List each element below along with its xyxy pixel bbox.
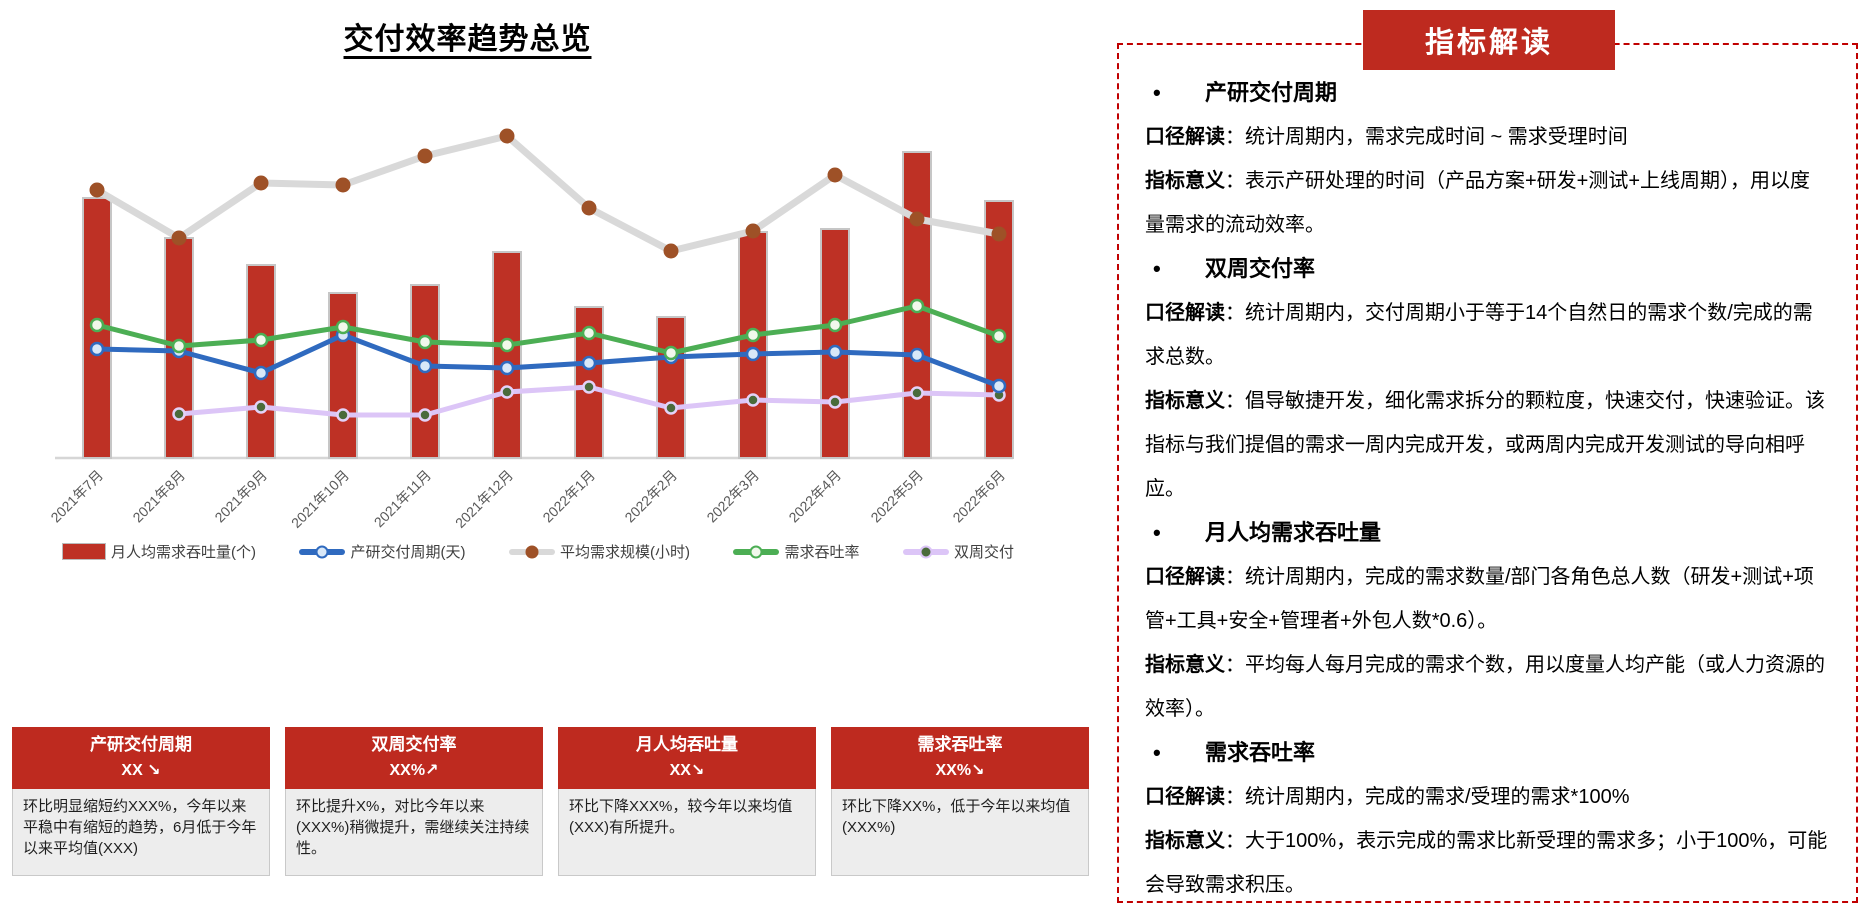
legend-line-swatch-icon (902, 545, 949, 558)
bullet-icon: • (1153, 80, 1161, 105)
metric-definition: 口径解读：统计周期内，需求完成时间 ~ 需求受理时间 (1145, 126, 1628, 148)
legend-marker-icon (525, 545, 539, 558)
card-header: 月人均吞吐量 XX↘ (558, 727, 816, 789)
metric-meaning: 指标意义：倡导敏捷开发，细化需求拆分的颗粒度，快速交付，快速验证。该指标与我们提… (1145, 390, 1825, 500)
bullet-icon: • (1153, 740, 1161, 765)
interpretation-panel: • 产研交付周期 口径解读：统计周期内，需求完成时间 ~ 需求受理时间 指标意义：… (1117, 43, 1858, 903)
bullet-icon: • (1153, 520, 1161, 545)
metric-definition: 口径解读：统计周期内，完成的需求/受理的需求*100% (1145, 786, 1630, 808)
svg-text:2022年3月: 2022年3月 (703, 467, 762, 526)
card-title: 需求吞吐率 (917, 735, 1003, 754)
card-header: 产研交付周期 XX ↘ (12, 727, 270, 789)
card-body-text: 环比下降XXX%，较今年以来均值(XXX)有所提升。 (558, 788, 816, 876)
card-trend-value: XX↘ (669, 761, 705, 779)
legend-item-purple-line: 双周交付 (902, 541, 1014, 562)
summary-card-throughput-per-capita: 月人均吞吐量 XX↘ 环比下降XXX%，较今年以来均值(XXX)有所提升。 (558, 727, 816, 876)
svg-text:2022年4月: 2022年4月 (785, 467, 844, 526)
card-body-text: 环比提升X%，对比今年以来(XXX%)稍微提升，需继续关注持续性。 (285, 788, 543, 876)
svg-text:2021年10月: 2021年10月 (288, 467, 352, 531)
svg-text:2021年7月: 2021年7月 (47, 467, 106, 526)
legend-marker-icon (749, 545, 763, 558)
svg-text:2022年6月: 2022年6月 (949, 467, 1008, 526)
svg-text:2021年9月: 2021年9月 (211, 467, 270, 526)
svg-text:2022年1月: 2022年1月 (539, 467, 598, 526)
trend-chart-svg: 2021年7月 2021年8月 2021年9月 2021年10月 2021年11月 202… (47, 128, 1014, 531)
legend-item-green-line: 需求吞吐率 (733, 541, 859, 562)
card-title: 产研交付周期 (90, 735, 192, 754)
svg-text:2022年2月: 2022年2月 (621, 467, 680, 526)
section-heading: • 需求吞吐率 (1145, 731, 1830, 775)
card-title: 月人均吞吐量 (636, 735, 738, 754)
chart-legend: 月人均需求吞吐量(个) 产研交付周期(天) 平均需求规模(小时) 需求吞吐率 双… (62, 541, 1014, 562)
card-title: 双周交付率 (371, 735, 457, 754)
legend-line-swatch-icon (508, 545, 555, 558)
summary-card-delivery-cycle: 产研交付周期 XX ↘ 环比明显缩短约XXX%，今年以来平稳中有缩短的趋势，6月… (12, 727, 270, 876)
svg-text:2021年12月: 2021年12月 (452, 467, 516, 531)
card-trend-value: XX%↗ (389, 761, 439, 779)
legend-marker-icon (315, 545, 329, 558)
metric-meaning: 指标意义：平均每人每月完成的需求个数，用以度量人均产能（或人力资源的效率）。 (1145, 654, 1825, 720)
legend-bar-swatch-icon (62, 543, 106, 560)
section-heading: • 双周交付率 (1145, 247, 1830, 291)
card-trend-value: XX%↘ (935, 761, 985, 779)
legend-marker-icon (919, 545, 933, 558)
summary-card-biweekly-rate: 双周交付率 XX%↗ 环比提升X%，对比今年以来(XXX%)稍微提升，需继续关注… (285, 727, 543, 876)
legend-item-gray-line: 平均需求规模(小时) (508, 541, 690, 562)
legend-label: 需求吞吐率 (784, 544, 860, 561)
bullet-icon: • (1153, 256, 1161, 281)
card-body-text: 环比明显缩短约XXX%，今年以来平稳中有缩短的趋势，6月低于今年以来平均值(XX… (12, 788, 270, 876)
svg-text:2021年11月: 2021年11月 (371, 467, 434, 530)
legend-item-blue-line: 产研交付周期(天) (299, 541, 465, 562)
metric-definition: 口径解读：统计周期内，交付周期小于等于14个自然日的需求个数/完成的需求总数。 (1145, 302, 1813, 368)
metric-meaning: 指标意义：表示产研处理的时间（产品方案+研发+测试+上线周期），用以度量需求的流… (1145, 170, 1811, 236)
card-header: 需求吞吐率 XX%↘ (831, 727, 1089, 789)
legend-label: 平均需求规模(小时) (559, 544, 690, 561)
chart-title: 交付效率趋势总览 (0, 14, 935, 58)
svg-text:2021年8月: 2021年8月 (129, 467, 188, 526)
metric-meaning: 指标意义：大于100%，表示完成的需求比新受理的需求多；小于100%，可能会导致… (1145, 830, 1828, 896)
section-heading: • 产研交付周期 (1145, 71, 1830, 115)
card-header: 双周交付率 XX%↗ (285, 727, 543, 789)
svg-text:2022年5月: 2022年5月 (867, 467, 926, 526)
legend-item-bar: 月人均需求吞吐量(个) (62, 541, 256, 562)
summary-card-demand-throughput-rate: 需求吞吐率 XX%↘ 环比下降XX%，低于今年以来均值(XXX%) (831, 727, 1089, 876)
card-trend-value: XX ↘ (121, 761, 161, 779)
legend-label: 月人均需求吞吐量(个) (111, 544, 256, 561)
card-body-text: 环比下降XX%，低于今年以来均值(XXX%) (831, 788, 1089, 876)
chart-title-text: 交付效率趋势总览 (343, 23, 592, 56)
panel-header-tab: 指标解读 (1363, 10, 1615, 70)
legend-label: 产研交付周期(天) (350, 544, 466, 561)
metric-definition: 口径解读：统计周期内，完成的需求数量/部门各角色总人数（研发+测试+项管+工具+… (1145, 566, 1814, 632)
section-heading: • 月人均需求吞吐量 (1145, 511, 1830, 555)
legend-line-swatch-icon (299, 545, 346, 558)
legend-label: 双周交付 (953, 544, 1014, 561)
legend-line-swatch-icon (733, 545, 780, 558)
